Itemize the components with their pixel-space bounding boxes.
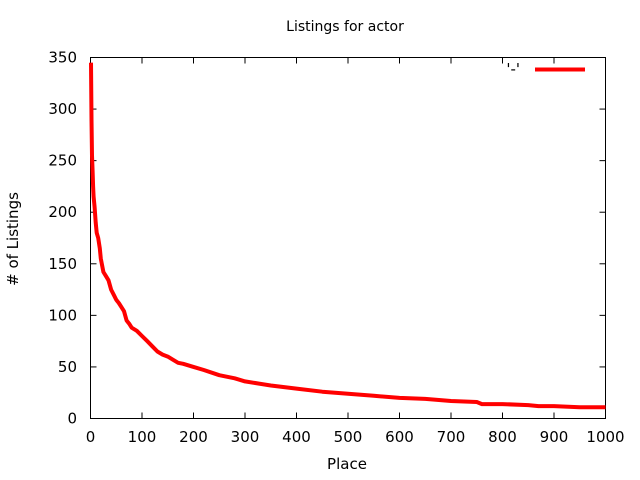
plot-frame — [90, 57, 606, 419]
y-tick-label: 250 — [48, 152, 77, 170]
series-layer — [89, 62, 606, 410]
y-axis-label: # of Listings — [4, 192, 22, 286]
x-tick-label: 700 — [437, 428, 466, 446]
chart-title: Listings for actor — [286, 19, 404, 35]
x-tick-label: 400 — [282, 428, 311, 446]
y-tick-label: 200 — [48, 203, 77, 221]
x-axis-label: Place — [327, 455, 367, 473]
x-tick-label: 300 — [231, 428, 260, 446]
y-tick-label: 300 — [48, 100, 77, 118]
x-tick-label: 800 — [488, 428, 517, 446]
legend: '-' — [506, 60, 585, 78]
y-tick-label: 150 — [48, 255, 77, 273]
x-tick-label: 100 — [128, 428, 157, 446]
legend-label: '-' — [506, 60, 520, 78]
x-tick-label: 500 — [334, 428, 363, 446]
y-tick-label: 100 — [48, 306, 77, 324]
y-tick-label: 0 — [67, 410, 77, 428]
y-tick-label: 350 — [48, 49, 77, 67]
x-tick-label: 600 — [385, 428, 414, 446]
x-axis: 0 100 200 300 400 500 600 700 800 900 1000 — [86, 57, 625, 446]
x-tick-label: 0 — [86, 428, 96, 446]
y-axis: 0 50 100 150 200 250 300 350 — [48, 49, 606, 428]
x-tick-label: 1000 — [586, 428, 624, 446]
x-tick-label: 200 — [179, 428, 208, 446]
series-line — [89, 62, 606, 410]
x-tick-label: 900 — [540, 428, 569, 446]
y-tick-label: 50 — [58, 358, 77, 376]
